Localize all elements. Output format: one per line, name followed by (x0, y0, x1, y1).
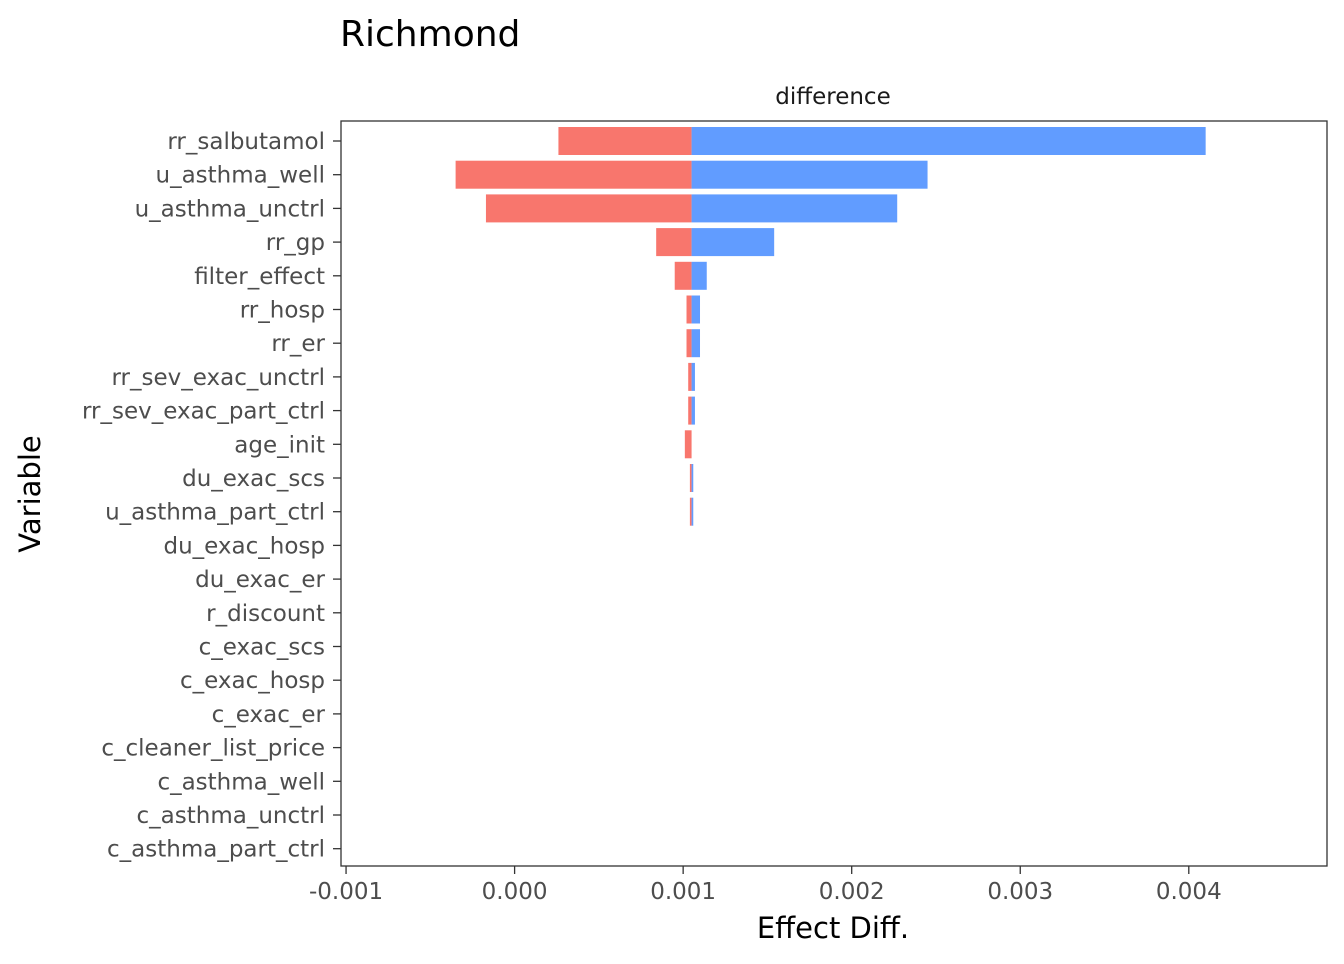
bar-series-1 (689, 464, 692, 492)
y-tick-label: filter_effect (194, 264, 325, 290)
x-tick-label: 0.000 (482, 879, 548, 905)
bar-series-1 (688, 396, 692, 425)
y-tick-label: c_asthma_well (157, 769, 325, 795)
y-tick-label: rr_salbutamol (167, 129, 325, 155)
y-tick-label: rr_gp (266, 230, 325, 256)
y-tick-label: c_asthma_unctrl (137, 803, 325, 829)
facet-label: difference (775, 84, 890, 110)
x-tick-label: 0.002 (819, 879, 885, 905)
bar-series-2 (691, 127, 1206, 155)
x-tick-label: -0.001 (309, 879, 383, 905)
bar-series-2 (692, 835, 693, 863)
y-tick-label: c_asthma_part_ctrl (107, 837, 325, 863)
bar-series-1 (485, 194, 692, 223)
y-tick-label: du_exac_hosp (163, 533, 325, 559)
bar-series-2 (692, 700, 693, 728)
y-tick-label: rr_er (271, 331, 325, 357)
bar-series-2 (691, 464, 694, 492)
bar-series-2 (692, 666, 693, 694)
y-tick-label: u_asthma_unctrl (135, 196, 325, 222)
plot-panel (340, 120, 1328, 867)
y-axis-label: Variable (13, 435, 47, 552)
bar-series-1 (674, 261, 692, 290)
bar-series-2 (691, 194, 898, 223)
bar-series-2 (692, 565, 693, 593)
bar-series-1 (686, 329, 692, 358)
bar-series-2 (691, 295, 701, 324)
y-tick-label: u_asthma_well (156, 163, 326, 189)
y-tick-label: du_exac_scs (182, 466, 325, 492)
x-axis-label: Effect Diff. (757, 911, 909, 945)
bar-series-1 (684, 430, 692, 459)
bar-series-1 (688, 362, 692, 391)
y-tick-label: r_discount (206, 601, 325, 627)
y-tick-label: rr_hosp (240, 298, 325, 324)
bar-series-2 (691, 261, 707, 290)
y-tick-label: rr_sev_exac_unctrl (111, 365, 325, 391)
bar-series-1 (455, 160, 692, 189)
bars-layer (455, 127, 1206, 863)
bar-series-2 (692, 531, 693, 559)
chart-title: Richmond (340, 14, 520, 55)
bar-series-1 (656, 228, 692, 257)
bar-series-2 (691, 329, 701, 358)
bar-series-2 (691, 160, 928, 189)
bar-series-2 (691, 497, 694, 526)
bar-series-2 (692, 599, 693, 627)
bar-series-2 (691, 228, 775, 257)
bar-series-2 (692, 767, 693, 795)
y-tick-label: c_exac_hosp (180, 668, 325, 694)
x-tick-label: 0.003 (987, 879, 1053, 905)
bar-series-2 (692, 734, 693, 762)
bar-series-2 (691, 396, 695, 425)
y-tick-label: rr_sev_exac_part_ctrl (82, 399, 325, 425)
x-tick-label: 0.001 (650, 879, 716, 905)
x-axis: -0.001 0.000 0.001 0.002 0.003 0.004 (309, 866, 1222, 905)
y-tick-label: u_asthma_part_ctrl (105, 500, 325, 526)
y-tick-label: c_exac_scs (199, 635, 325, 661)
y-tick-label: c_cleaner_list_price (101, 736, 325, 762)
bar-series-2 (692, 430, 693, 458)
bar-series-1 (558, 127, 692, 155)
y-axis: rr_salbutamol u_asthma_well u_asthma_unctr… (82, 129, 341, 863)
y-tick-label: du_exac_er (195, 567, 325, 593)
y-tick-label: c_exac_er (212, 702, 326, 728)
bar-series-1 (686, 295, 692, 324)
bar-series-2 (692, 801, 693, 829)
bar-series-2 (692, 633, 693, 661)
x-tick-label: 0.004 (1156, 879, 1222, 905)
bar-series-2 (691, 362, 695, 391)
y-tick-label: age_init (234, 432, 325, 458)
bar-series-1 (689, 497, 692, 526)
